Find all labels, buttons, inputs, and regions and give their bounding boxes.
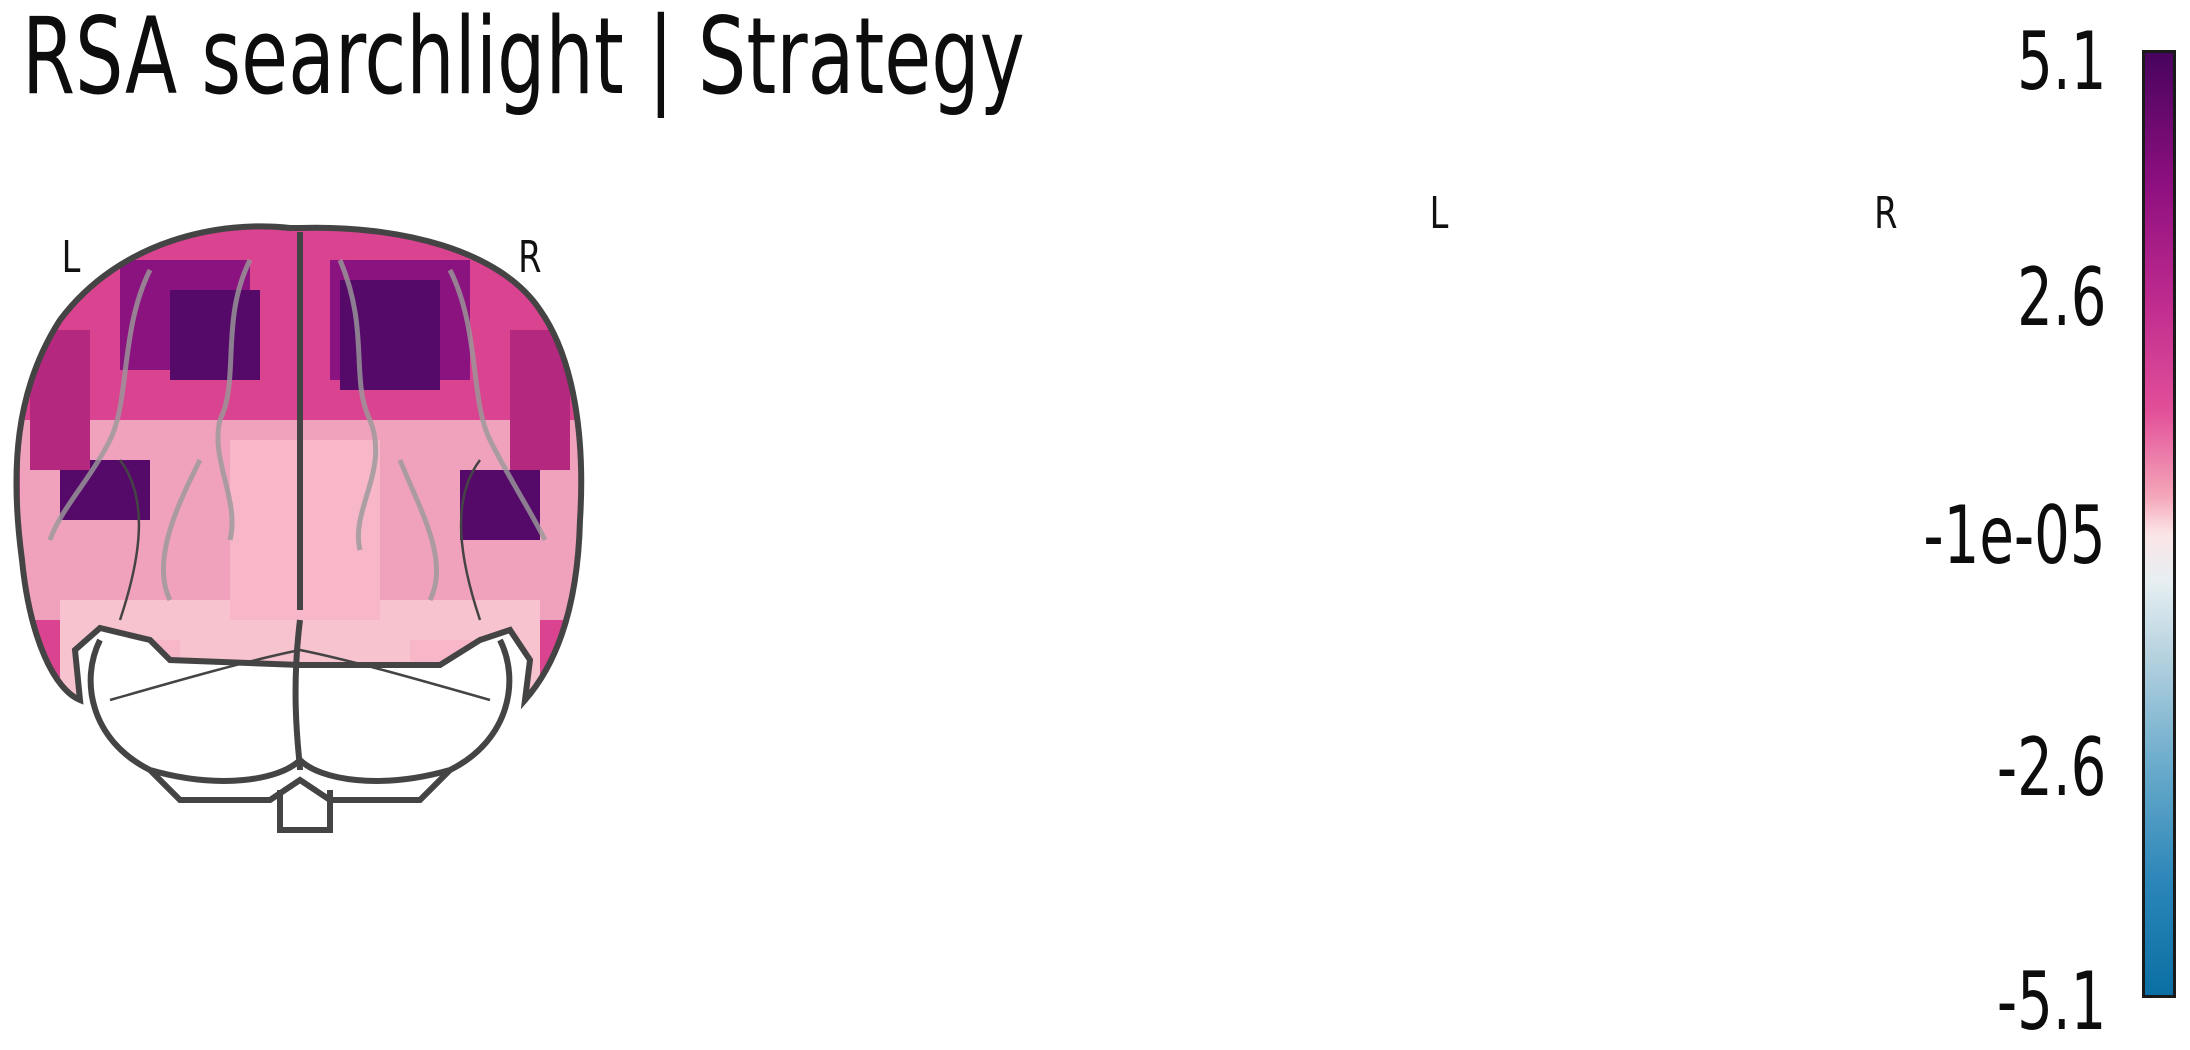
coronal-right-label: R [518, 232, 542, 283]
figure-title: RSA searchlight | Strategy [22, 0, 1025, 118]
coronal-inner-contours [47, 258, 548, 602]
coronal-left-label: L [61, 232, 81, 283]
coronal-fissures [109, 459, 491, 702]
coronal-view [13, 223, 585, 833]
axial-right-label: R [1874, 188, 1898, 239]
colorbar-tick-upper: 2.6 [2016, 251, 2106, 344]
coronal-outline [13, 223, 585, 833]
colorbar-tick-lower: -2.6 [1996, 721, 2106, 814]
colorbar [2142, 50, 2176, 998]
colorbar-tick-center: -1e-05 [1923, 489, 2106, 582]
colorbar-tick-max: 5.1 [2016, 15, 2106, 108]
axial-left-label: L [1429, 188, 1449, 239]
colorbar-tick-min: -5.1 [1996, 955, 2106, 1048]
